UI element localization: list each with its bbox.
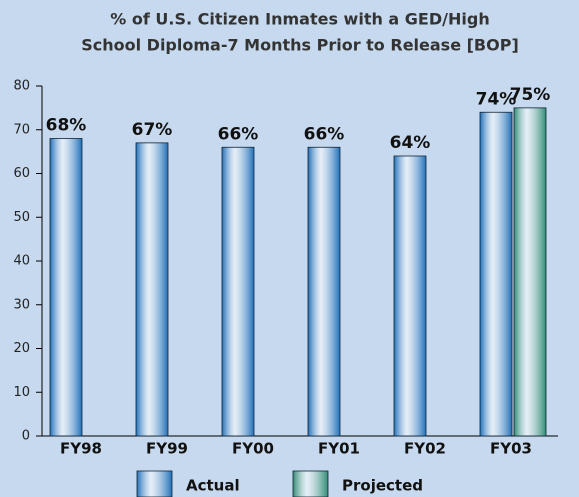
bar (221, 146, 255, 437)
x-tick-label: FY02 (404, 440, 446, 458)
y-tick-label: 10 (13, 385, 30, 400)
legend-label: Actual (186, 477, 240, 495)
value-label: 64% (390, 133, 431, 153)
legend-label: Projected (342, 477, 423, 495)
bar (135, 142, 169, 437)
y-tick-label: 0 (22, 429, 30, 444)
value-label: 66% (218, 124, 259, 144)
y-tick-label: 40 (13, 254, 30, 269)
value-label: 75% (510, 85, 551, 105)
bar (393, 155, 427, 437)
x-tick-label: FY01 (318, 440, 360, 458)
y-tick-label: 80 (13, 79, 30, 94)
value-label: 74% (476, 89, 517, 109)
value-label: 68% (46, 116, 87, 136)
y-tick-label: 30 (13, 297, 30, 312)
x-tick-label: FY03 (490, 440, 532, 458)
y-tick-label: 70 (13, 122, 30, 137)
bar (307, 146, 341, 437)
bar (49, 138, 83, 437)
y-tick-label: 50 (13, 210, 30, 225)
value-label: 66% (304, 124, 345, 144)
legend-swatch (136, 470, 173, 497)
value-label: 67% (132, 120, 173, 140)
chart-title: % of U.S. Citizen Inmates with a GED/Hig… (110, 10, 489, 29)
legend-swatch (292, 470, 329, 497)
x-tick-label: FY98 (60, 440, 102, 458)
chart-title: School Diploma-7 Months Prior to Release… (81, 36, 519, 55)
x-tick-label: FY00 (232, 440, 274, 458)
x-tick-label: FY99 (146, 440, 188, 458)
y-tick-label: 60 (13, 166, 30, 181)
bar (513, 107, 547, 437)
bar (479, 111, 513, 437)
y-tick-label: 20 (13, 341, 30, 356)
